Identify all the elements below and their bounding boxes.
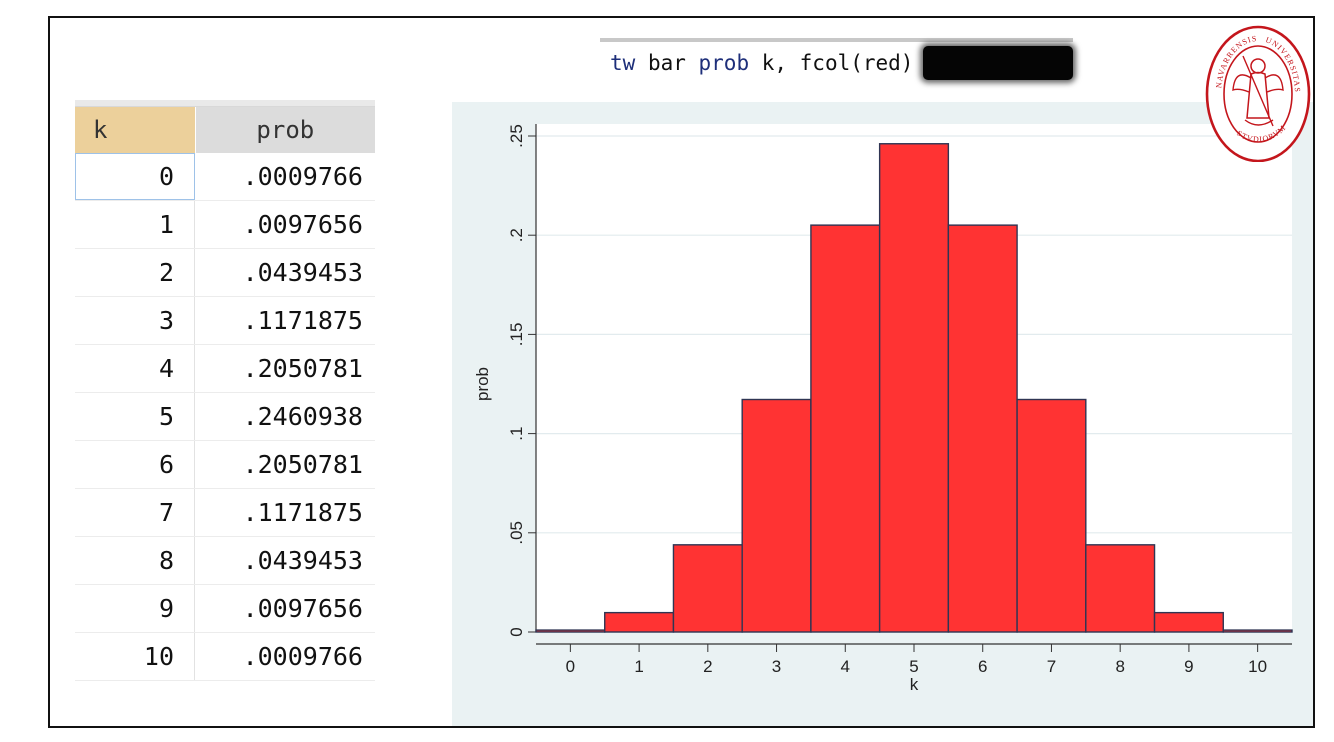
cell-k[interactable]: 9	[75, 585, 195, 632]
cell-k[interactable]: 7	[75, 489, 195, 536]
header-k[interactable]: k	[75, 107, 195, 153]
cell-k[interactable]: 1	[75, 201, 195, 248]
x-tick-label: 5	[909, 657, 918, 676]
command-keyword: prob	[698, 51, 750, 75]
cell-prob[interactable]: .0439453	[242, 546, 363, 575]
cell-prob[interactable]: .0097656	[242, 594, 363, 623]
bar-k9	[1153, 611, 1224, 633]
cell-k[interactable]: 2	[75, 249, 195, 296]
cell-prob[interactable]: .1171875	[242, 498, 363, 527]
stata-command: tw bar prob k, fcol(red)	[600, 38, 1074, 84]
table-row[interactable]: 9 .0097656	[75, 585, 375, 633]
table-top-edge	[75, 100, 375, 107]
cell-k[interactable]: 3	[75, 297, 195, 344]
cell-prob[interactable]: .0009766	[242, 162, 363, 191]
table-row[interactable]: 4 .2050781	[75, 345, 375, 393]
cell-prob[interactable]: .0439453	[242, 258, 363, 287]
table-row[interactable]: 7 .1171875	[75, 489, 375, 537]
bar-k4	[810, 224, 881, 633]
cell-k[interactable]: 8	[75, 537, 195, 584]
y-tick-label: 0	[507, 627, 526, 636]
cell-k[interactable]: 10	[75, 633, 195, 680]
y-tick-label: .25	[507, 124, 526, 148]
header-prob[interactable]: prob	[194, 107, 375, 153]
x-tick-label: 4	[841, 657, 850, 676]
x-tick-label: 6	[978, 657, 987, 676]
command-text: k, fcol(red)	[749, 51, 914, 75]
cell-k[interactable]: 6	[75, 441, 195, 488]
x-tick-label: 3	[772, 657, 781, 676]
slide-frame: tw bar prob k, fcol(red) k prob 0 .000976…	[48, 16, 1315, 728]
bar-k7	[1016, 398, 1087, 633]
table-row[interactable]: 5 .2460938	[75, 393, 375, 441]
bar-k5	[878, 143, 950, 633]
y-tick-label: .05	[507, 521, 526, 545]
cell-prob[interactable]: .2050781	[242, 450, 363, 479]
cell-prob[interactable]: .2460938	[242, 402, 363, 431]
bar-k0	[535, 629, 606, 633]
redaction-block	[923, 46, 1074, 80]
cell-k[interactable]: 0	[75, 153, 195, 200]
table-body: 0 .0009766 1 .0097656 2 .0439453 3 .1171875 4 .20…	[75, 153, 375, 681]
bar-k1	[604, 611, 675, 633]
cell-prob[interactable]: .0009766	[242, 642, 363, 671]
y-tick-label: .15	[507, 323, 526, 347]
bar-k8	[1085, 544, 1156, 633]
table-row[interactable]: 2 .0439453	[75, 249, 375, 297]
x-tick-label: 8	[1115, 657, 1124, 676]
cell-prob[interactable]: .1171875	[242, 306, 363, 335]
cell-k[interactable]: 4	[75, 345, 195, 392]
y-tick-label: .1	[507, 427, 526, 441]
command-keyword: tw	[610, 51, 636, 75]
table-row[interactable]: 3 .1171875	[75, 297, 375, 345]
table-row[interactable]: 8 .0439453	[75, 537, 375, 585]
bar-chart: 0 .05 .1 .15 .2 .25 0 1 2 3 4 5 6 7 8 9 10 k prob	[473, 124, 1293, 694]
cell-prob[interactable]: .2050781	[242, 354, 363, 383]
bar-k3	[741, 398, 812, 633]
x-tick-label: 7	[1047, 657, 1056, 676]
cell-prob[interactable]: .0097656	[242, 210, 363, 239]
table-row[interactable]: 1 .0097656	[75, 201, 375, 249]
x-tick-label: 10	[1248, 657, 1267, 676]
x-tick-label: 0	[566, 657, 575, 676]
cell-k[interactable]: 5	[75, 393, 195, 440]
x-axis-title: k	[910, 675, 919, 694]
x-tick-label: 1	[634, 657, 643, 676]
x-tick-label: 9	[1184, 657, 1193, 676]
bar-k6	[947, 224, 1018, 633]
command-text: bar	[635, 51, 699, 75]
bar-k2	[672, 544, 743, 633]
y-axis-title: prob	[473, 367, 492, 401]
table-row[interactable]: 0 .0009766	[75, 153, 375, 201]
y-tick-label: .2	[507, 228, 526, 242]
table-row[interactable]: 6 .2050781	[75, 441, 375, 489]
x-tick-label: 2	[703, 657, 712, 676]
table-row[interactable]: 10 .0009766	[75, 633, 375, 681]
bar-k10	[1222, 629, 1293, 633]
chart-panel: 0 .05 .1 .15 .2 .25 0 1 2 3 4 5 6 7 8 9 10 k prob	[452, 102, 1313, 726]
data-table: k prob 0 .0009766 1 .0097656 2 .0439453 3 .1171…	[75, 100, 375, 681]
table-header: k prob	[75, 107, 375, 153]
